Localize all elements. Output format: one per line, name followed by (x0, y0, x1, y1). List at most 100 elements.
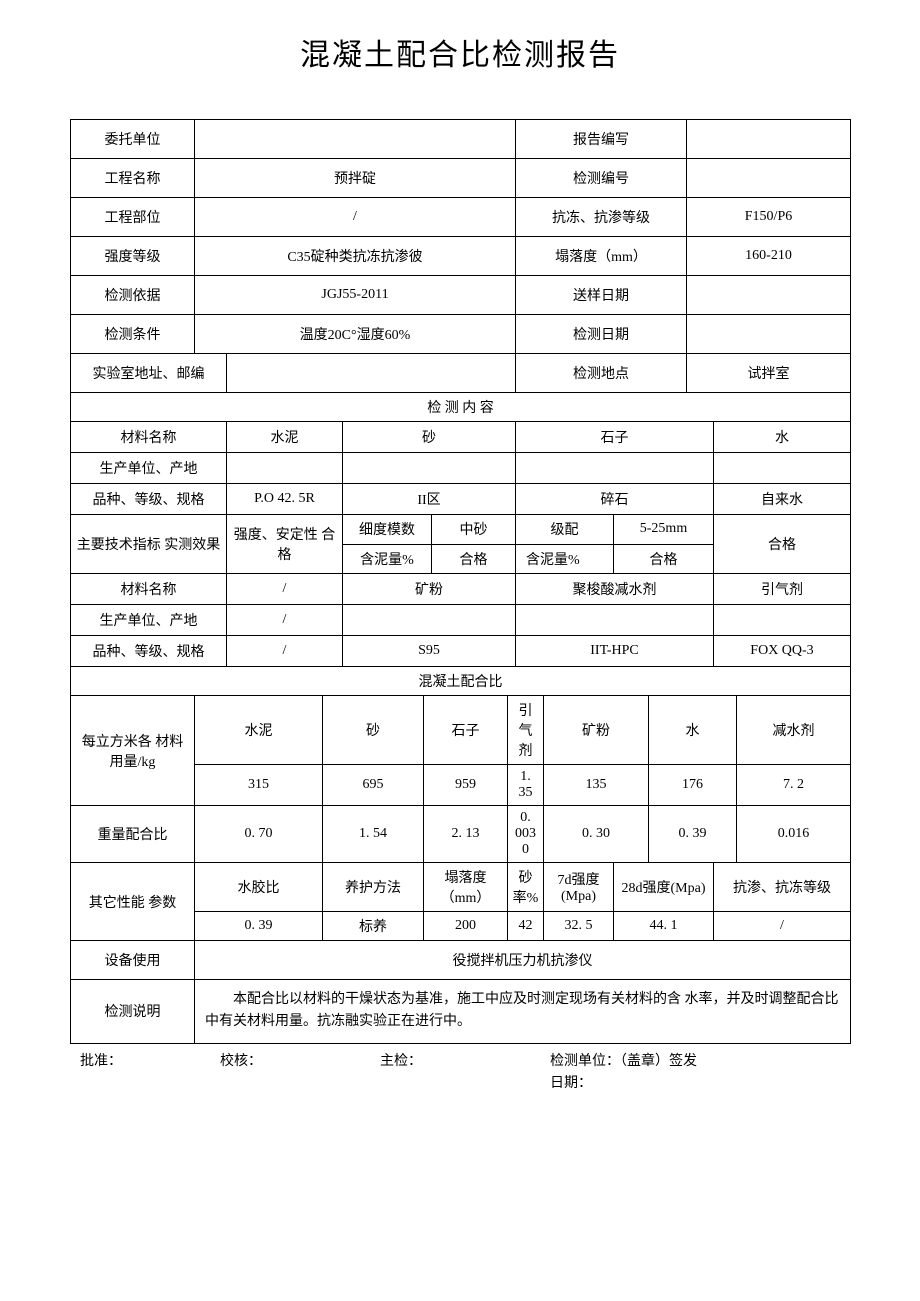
mat1-c2: 砂 (343, 422, 516, 453)
other-v1: 0. 39 (195, 912, 323, 941)
mat1-t3d: 合格 (614, 544, 714, 574)
mix-v1: 315 (195, 765, 323, 806)
label-tech-index: 主要技术指标 实测效果 (71, 515, 227, 574)
mat1-t1: 强度、安定性 合格 (227, 515, 343, 574)
mix-h6: 水 (649, 696, 737, 765)
val-client (195, 120, 516, 159)
footer-unit: 检测单位：（盖章）签发 (550, 1050, 840, 1070)
mat1-o3 (516, 453, 714, 484)
other-v3: 200 (424, 912, 508, 941)
mat1-t4: 合格 (714, 515, 851, 574)
mat1-s2: II区 (343, 484, 516, 515)
mat2-c3: 聚梭酸减水剂 (516, 574, 714, 605)
report-table: 委托单位 报告编写 工程名称 预拌碇 检测编号 工程部位 / 抗冻、抗渗等级 F… (70, 119, 851, 1044)
label-origin: 生产单位、产地 (71, 453, 227, 484)
mat1-o4 (714, 453, 851, 484)
section-mix-ratio: 混凝土配合比 (71, 667, 851, 696)
mat1-t3a: 级配 (516, 515, 614, 545)
label-material-name-2: 材料名称 (71, 574, 227, 605)
mix-v5: 135 (544, 765, 649, 806)
mix-r1: 0. 70 (195, 806, 323, 863)
mat2-s2: S95 (343, 636, 516, 667)
mix-h7: 减水剂 (737, 696, 851, 765)
mat1-s1: P.O 42. 5R (227, 484, 343, 515)
mat2-o2 (343, 605, 516, 636)
mat2-s4: FOX QQ-3 (714, 636, 851, 667)
val-freeze-grade: F150/P6 (687, 198, 851, 237)
mat1-t3b: 5-25mm (614, 515, 714, 545)
mat2-c2: 矿粉 (343, 574, 516, 605)
label-lab-address: 实验室地址、邮编 (71, 354, 227, 393)
label-spec-2: 品种、等级、规格 (71, 636, 227, 667)
other-h4: 砂率% (508, 863, 544, 912)
val-sample-date (687, 276, 851, 315)
label-other-params: 其它性能 参数 (71, 863, 195, 941)
val-note: 本配合比以材料的干燥状态为基准，施工中应及时测定现场有关材料的含 水率，并及时调… (195, 980, 851, 1044)
mix-v6: 176 (649, 765, 737, 806)
label-freeze-grade: 抗冻、抗渗等级 (516, 198, 687, 237)
other-h7: 抗渗、抗冻等级 (714, 863, 851, 912)
mat2-s3: IIT-HPC (516, 636, 714, 667)
label-test-date: 检测日期 (516, 315, 687, 354)
mat1-c1: 水泥 (227, 422, 343, 453)
label-equipment: 设备使用 (71, 941, 195, 980)
label-weight-ratio: 重量配合比 (71, 806, 195, 863)
mat2-c1: / (227, 574, 343, 605)
mix-r7: 0.016 (737, 806, 851, 863)
mix-h3: 石子 (424, 696, 508, 765)
label-note: 检测说明 (71, 980, 195, 1044)
label-test-number: 检测编号 (516, 159, 687, 198)
section-test-content: 检 测 内 容 (71, 393, 851, 422)
mat1-t2a: 细度模数 (343, 515, 432, 545)
other-v4: 42 (508, 912, 544, 941)
other-h6: 28d强度(Mpa) (614, 863, 714, 912)
label-client: 委托单位 (71, 120, 195, 159)
mix-r3: 2. 13 (424, 806, 508, 863)
other-h2: 养护方法 (323, 863, 424, 912)
val-report-writer (687, 120, 851, 159)
mat1-s4: 自来水 (714, 484, 851, 515)
label-material-name: 材料名称 (71, 422, 227, 453)
mat2-o3 (516, 605, 714, 636)
other-v6: 44. 1 (614, 912, 714, 941)
mix-h5: 矿粉 (544, 696, 649, 765)
val-project-part: / (195, 198, 516, 237)
val-slump: 160-210 (687, 237, 851, 276)
mat1-t2c: 含泥量% (343, 544, 432, 574)
mat1-o1 (227, 453, 343, 484)
label-origin-2: 生产单位、产地 (71, 605, 227, 636)
mat1-o2 (343, 453, 516, 484)
other-h3: 塌落度（mm） (424, 863, 508, 912)
mat1-t2d: 合格 (432, 544, 516, 574)
footer-check: 校核： (220, 1050, 380, 1070)
val-project-name: 预拌碇 (195, 159, 516, 198)
mat1-t2b: 中砂 (432, 515, 516, 545)
footer-inspect: 主检： (380, 1050, 550, 1070)
mix-r6: 0. 39 (649, 806, 737, 863)
mix-r4: 0. 0030 (508, 806, 544, 863)
label-slump: 塌落度（mm） (516, 237, 687, 276)
mix-h2: 砂 (323, 696, 424, 765)
mat1-c3: 石子 (516, 422, 714, 453)
mix-h1: 水泥 (195, 696, 323, 765)
mix-r2: 1. 54 (323, 806, 424, 863)
mix-v4: 1. 35 (508, 765, 544, 806)
label-project-name: 工程名称 (71, 159, 195, 198)
footer-row: 批准： 校核： 主检： 检测单位：（盖章）签发 (70, 1044, 850, 1070)
label-sample-date: 送样日期 (516, 276, 687, 315)
other-h5: 7d强度(Mpa) (544, 863, 614, 912)
label-qty-per-m3: 每立方米各 材料用量/kg (71, 696, 195, 806)
mix-v3: 959 (424, 765, 508, 806)
label-spec: 品种、等级、规格 (71, 484, 227, 515)
val-lab-address (227, 354, 516, 393)
label-project-part: 工程部位 (71, 198, 195, 237)
mat2-s1: / (227, 636, 343, 667)
val-test-number (687, 159, 851, 198)
val-strength-grade: C35碇种类抗冻抗渗彼 (195, 237, 516, 276)
other-h1: 水胶比 (195, 863, 323, 912)
mat2-c4: 引气剂 (714, 574, 851, 605)
label-strength-grade: 强度等级 (71, 237, 195, 276)
label-test-condition: 检测条件 (71, 315, 195, 354)
mat1-s3: 碎石 (516, 484, 714, 515)
mix-r5: 0. 30 (544, 806, 649, 863)
